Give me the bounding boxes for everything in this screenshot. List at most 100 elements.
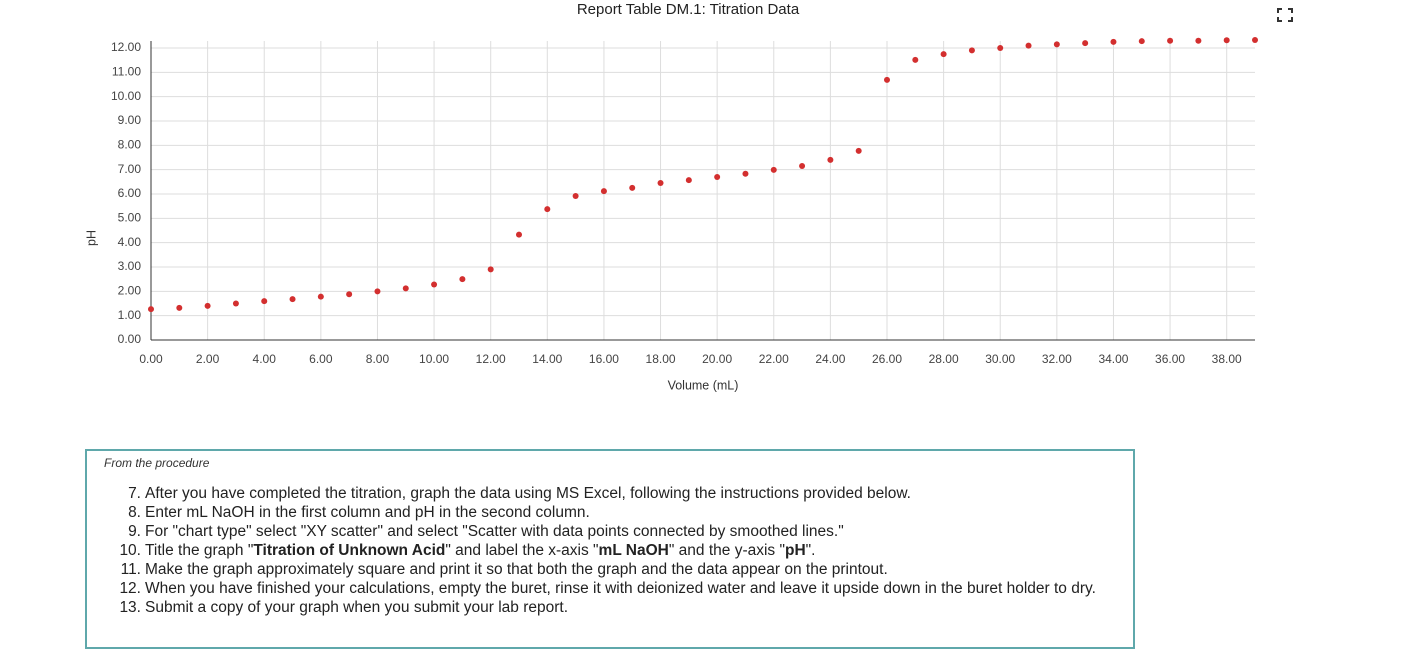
x-tick-label: 0.00: [139, 352, 163, 366]
item-text: For "chart type" select "XY scatter" and…: [145, 522, 844, 541]
data-point: [855, 147, 862, 154]
x-tick-label: 10.00: [419, 352, 449, 366]
y-tick-label: 6.00: [118, 186, 142, 200]
y-tick-label: 11.00: [112, 65, 141, 79]
data-point: [799, 163, 806, 170]
x-tick-label: 14.00: [532, 352, 562, 366]
x-tick-label: 8.00: [366, 352, 390, 366]
y-tick-label: 3.00: [118, 259, 142, 273]
x-tick-label: 18.00: [646, 352, 676, 366]
data-point: [1223, 37, 1230, 44]
x-tick-label: 4.00: [253, 352, 277, 366]
x-tick-label: 30.00: [985, 352, 1015, 366]
data-point: [289, 296, 296, 303]
data-point: [714, 173, 721, 180]
item-number: 7.: [128, 485, 141, 502]
data-point: [1110, 38, 1117, 45]
y-tick-label: 0.00: [118, 332, 142, 346]
item-number: 8.: [128, 504, 141, 521]
data-point: [317, 293, 324, 300]
x-tick-label: 34.00: [1098, 352, 1128, 366]
x-tick-label: 32.00: [1042, 352, 1072, 366]
bold-text: pH: [785, 542, 806, 559]
data-point: [572, 192, 579, 199]
x-tick-label: 2.00: [196, 352, 220, 366]
data-point: [912, 56, 919, 63]
text-part: ".: [805, 542, 816, 559]
chart: Report Table DM.1: Titration Data Volume…: [84, 1, 1293, 392]
data-point: [431, 281, 438, 288]
item-number: 12.: [119, 580, 141, 597]
data-point: [516, 231, 522, 238]
data-point: [629, 184, 636, 191]
item-number: 11.: [120, 561, 141, 578]
item-text: Title the graph "Titration of Unknown Ac…: [145, 541, 815, 560]
x-tick-label: 24.00: [815, 352, 845, 366]
x-tick-label: 36.00: [1155, 352, 1185, 366]
data-point: [402, 285, 409, 292]
procedure-item: 11. Make the graph approximately square a…: [87, 560, 1096, 579]
y-tick-label: 2.00: [118, 284, 142, 298]
x-tick-label: 38.00: [1212, 352, 1242, 366]
data-point: [261, 298, 268, 305]
fullscreen-icon[interactable]: [1277, 8, 1293, 22]
item-text: Make the graph approximately square and …: [145, 560, 888, 579]
x-tick-label: 16.00: [589, 352, 619, 366]
procedure-box: From the procedure 7. After you have comp…: [85, 449, 1135, 649]
data-point: [884, 76, 890, 83]
data-point: [1082, 40, 1089, 47]
y-tick-label: 9.00: [118, 113, 142, 127]
text-part: After you have completed the titration, …: [145, 485, 911, 502]
text-part: Title the graph ": [145, 542, 254, 559]
data-point: [742, 170, 749, 177]
data-point: [204, 302, 211, 309]
procedure-item: 10. Title the graph "Titration of Unknown…: [87, 541, 1096, 560]
data-point: [997, 45, 1004, 51]
data-point: [940, 51, 947, 58]
y-tick-label: 12.00: [111, 40, 141, 54]
item-text: Submit a copy of your graph when you sub…: [145, 598, 568, 617]
data-point: [176, 304, 183, 311]
procedure-item: 7. After you have completed the titration…: [87, 484, 1096, 503]
procedure-item: 12. When you have finished your calculati…: [87, 579, 1096, 598]
procedure-item: 8. Enter mL NaOH in the first column and …: [87, 503, 1096, 522]
procedure-item: 9. For "chart type" select "XY scatter" a…: [87, 522, 1096, 541]
fullscreen-glyph[interactable]: [1277, 8, 1293, 22]
text-part: Make the graph approximately square and …: [145, 561, 888, 578]
data-point: [770, 166, 777, 173]
y-axis-label: pH: [84, 230, 98, 246]
text-part: When you have finished your calculations…: [145, 580, 1096, 597]
item-text: When you have finished your calculations…: [145, 579, 1096, 598]
x-axis-label: Volume (mL): [668, 378, 739, 392]
text-part: Submit a copy of your graph when you sub…: [145, 599, 569, 616]
x-tick-label: 12.00: [476, 352, 506, 366]
item-number: 13.: [119, 599, 141, 616]
item-number: 9.: [128, 523, 141, 540]
data-point: [374, 288, 381, 295]
data-point: [657, 180, 664, 187]
y-tick-label: 10.00: [111, 89, 141, 103]
data-point: [1138, 38, 1145, 45]
procedure-heading: From the procedure: [104, 456, 210, 470]
text-part: Enter mL NaOH in the first column and pH…: [145, 504, 590, 521]
item-text: After you have completed the titration, …: [145, 484, 911, 503]
chart-title: Report Table DM.1: Titration Data: [577, 1, 800, 18]
data-point: [148, 306, 154, 313]
x-tick-label: 6.00: [309, 352, 333, 366]
x-tick-label: 20.00: [702, 352, 732, 366]
data-point: [1252, 36, 1258, 43]
data-point: [685, 177, 692, 184]
data-point: [1025, 42, 1032, 49]
x-tick-label: 22.00: [759, 352, 789, 366]
data-point: [346, 291, 353, 298]
data-point: [600, 188, 607, 195]
procedure-item: 13. Submit a copy of your graph when you …: [87, 598, 1096, 617]
data-point: [1167, 37, 1174, 44]
text-part: " and the y-axis ": [668, 542, 785, 559]
bold-text: Titration of Unknown Acid: [253, 542, 446, 559]
y-tick-label: 1.00: [118, 308, 142, 322]
data-point: [232, 300, 239, 307]
y-tick-label: 5.00: [118, 211, 142, 225]
item-text: Enter mL NaOH in the first column and pH…: [145, 503, 590, 522]
